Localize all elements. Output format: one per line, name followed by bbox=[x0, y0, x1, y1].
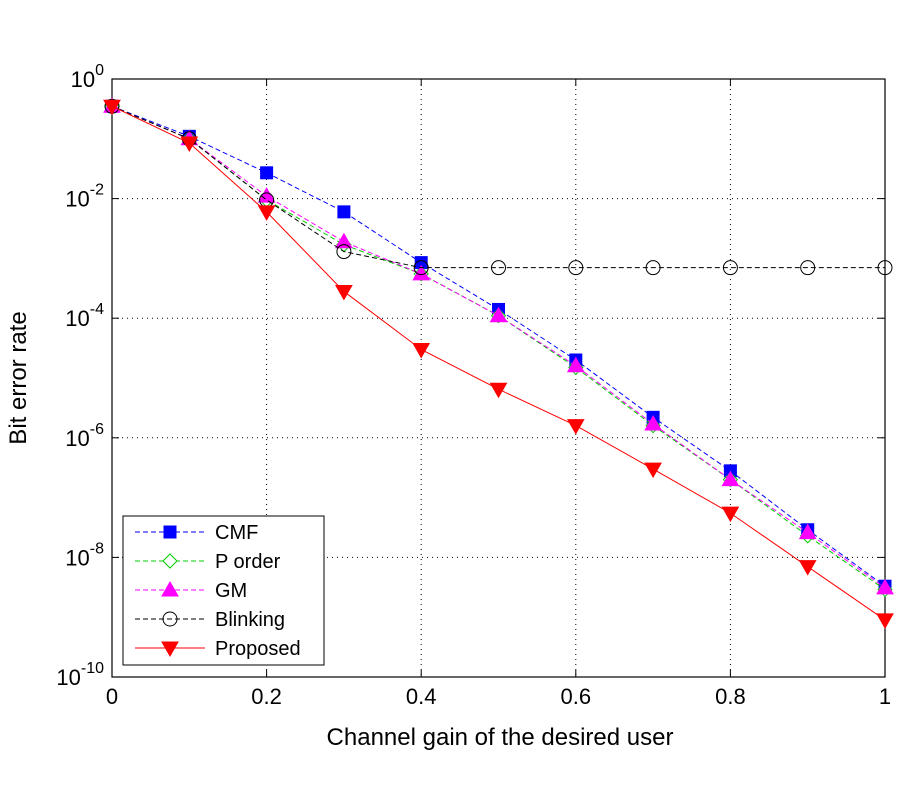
gm-point bbox=[335, 232, 353, 249]
y-tick-label: 10-6 bbox=[65, 421, 104, 451]
legend-box bbox=[122, 515, 325, 666]
legend-marker bbox=[162, 553, 178, 569]
legend-item-p-order: P order bbox=[135, 551, 281, 573]
data-series bbox=[103, 97, 894, 629]
blinking-point bbox=[568, 260, 584, 276]
x-tick-label: 1 bbox=[879, 684, 891, 709]
legend-label: Blinking bbox=[215, 609, 285, 631]
legend-item-gm: GM bbox=[135, 580, 247, 602]
gm-point bbox=[644, 415, 662, 431]
legend-marker bbox=[163, 525, 177, 539]
series-proposed bbox=[103, 99, 894, 629]
y-tick-label: 10-2 bbox=[65, 182, 104, 212]
gm-point bbox=[566, 356, 585, 373]
gm-point bbox=[721, 470, 740, 487]
blinking-point bbox=[722, 260, 738, 276]
x-tick-label: 0 bbox=[106, 684, 118, 709]
legend-label: Proposed bbox=[215, 638, 301, 660]
proposed-point bbox=[180, 136, 199, 153]
proposed-point bbox=[257, 205, 276, 221]
y-axis-title: Bit error rate bbox=[5, 311, 32, 444]
proposed-point bbox=[721, 506, 740, 523]
legend-label: GM bbox=[215, 580, 247, 602]
gm-point bbox=[257, 187, 276, 203]
y-tick-label: 100 bbox=[71, 62, 104, 92]
proposed-point bbox=[798, 560, 817, 576]
blinking-point bbox=[413, 260, 429, 276]
gm-point bbox=[876, 578, 894, 595]
legend-marker bbox=[162, 611, 178, 627]
legend-label: P order bbox=[215, 551, 281, 573]
proposed-point bbox=[644, 462, 662, 479]
blinking-point bbox=[336, 244, 352, 260]
proposed-point bbox=[335, 284, 353, 301]
proposed-point bbox=[489, 382, 508, 399]
blinking-point bbox=[645, 260, 661, 276]
legend-label: CMF bbox=[215, 522, 258, 544]
plot-area-frame bbox=[111, 78, 886, 678]
y-tick-label: 10-8 bbox=[65, 540, 104, 570]
proposed-point bbox=[876, 613, 894, 629]
blinking-point bbox=[877, 260, 893, 276]
blinking-line bbox=[111, 105, 885, 269]
proposed-point bbox=[103, 99, 121, 116]
gm-point bbox=[489, 306, 508, 323]
legend-marker bbox=[161, 641, 179, 658]
x-tick-label: 0.6 bbox=[561, 684, 592, 709]
legend-item-proposed: Proposed bbox=[135, 638, 301, 660]
series-blinking bbox=[104, 98, 893, 276]
x-tick-label: 0.2 bbox=[251, 684, 282, 709]
axis-ticks: 0 0.2 0.4 0.6 0.8 1 100 10-2 10-4 10-6 10-8 10-10 bbox=[56, 62, 891, 709]
gm-point bbox=[798, 523, 817, 540]
legend: CMF P order GM Blinking Proposed bbox=[122, 515, 325, 666]
cmf-point bbox=[260, 166, 274, 180]
cmf-point bbox=[337, 205, 351, 219]
legend-marker bbox=[161, 580, 179, 597]
blinking-point bbox=[800, 260, 816, 276]
x-tick-label: 0.8 bbox=[715, 684, 746, 709]
legend-item-cmf: CMF bbox=[135, 522, 258, 544]
proposed-point bbox=[566, 419, 585, 435]
cmf-line bbox=[111, 105, 886, 587]
y-tick-label: 10-4 bbox=[65, 301, 104, 331]
blinking-point bbox=[491, 260, 506, 276]
x-axis-title: Channel gain of the desired user bbox=[327, 724, 674, 751]
proposed-point bbox=[412, 342, 431, 359]
y-tick-label: 10-10 bbox=[56, 660, 104, 690]
x-tick-label: 0.4 bbox=[406, 684, 437, 709]
legend-item-blinking: Blinking bbox=[135, 609, 285, 631]
